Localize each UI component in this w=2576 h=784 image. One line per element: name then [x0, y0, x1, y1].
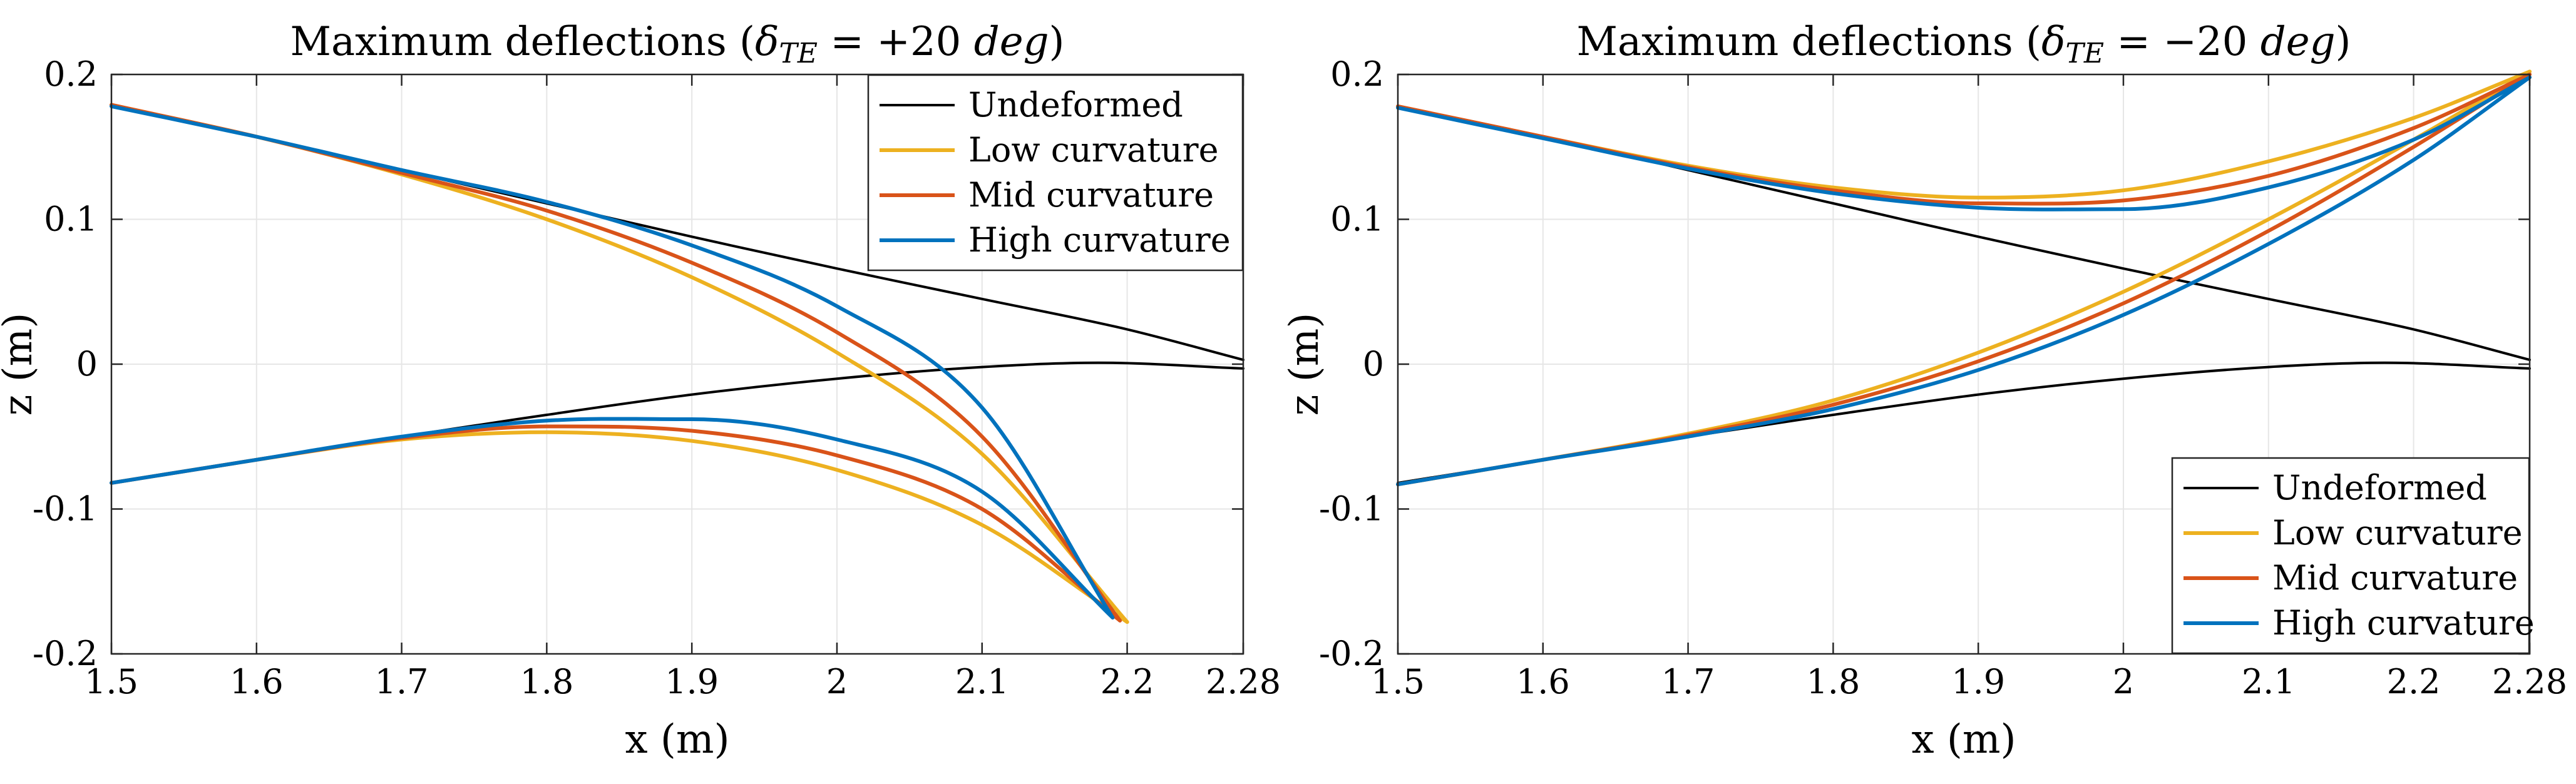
x-tick-label: 1.5 — [1371, 662, 1425, 701]
y-tick-label: 0.2 — [44, 54, 98, 94]
x-tick-label: 2.2 — [2387, 662, 2441, 701]
chart-title-title-prefix: Maximum deflections ( — [290, 19, 755, 65]
chart-title-title-math: δ — [755, 19, 779, 65]
y-tick-label: -0.2 — [1319, 634, 1384, 673]
y-axis-label: z (m) — [0, 313, 41, 416]
legend-label: Undeformed — [968, 85, 1183, 125]
x-tick-label: 2 — [2113, 662, 2134, 701]
y-tick-label: -0.2 — [33, 634, 98, 673]
legend-label: Low curvature — [968, 130, 1219, 170]
series-line-mid-curvature-lower — [110, 424, 1122, 623]
legend-box — [867, 74, 1244, 272]
series-line-high-curvature-upper — [110, 104, 1115, 620]
chart-panel-1: 1.5 1.6 1.7 1.8 1.9 2 2.1 2.2 2.28 0.2 0.1 0 -0.1 -0.… — [0, 19, 1281, 763]
x-axis-label: x (m) — [1911, 716, 2016, 763]
x-tick-label: 1.8 — [1806, 662, 1860, 701]
legend-label: High curvature — [968, 220, 1231, 260]
y-tick-label: 0 — [1363, 344, 1384, 384]
x-tick-label: 2.28 — [2492, 662, 2567, 701]
chart-title-title-prefix: Maximum deflections ( — [1576, 19, 2041, 65]
x-axis-label: x (m) — [625, 716, 729, 763]
x-tick-label: 2.1 — [2242, 662, 2296, 701]
chart-title-title-math: δ — [2041, 19, 2066, 65]
chart-title-title-unit: deg — [2260, 19, 2336, 65]
series-line-high-curvature-lower — [110, 417, 1115, 620]
y-tick-label: 0 — [76, 344, 98, 384]
y-axis-label: z (m) — [1281, 313, 1328, 416]
x-tick-label: 1.7 — [375, 662, 429, 701]
x-tick-label: 1.9 — [1951, 662, 2005, 701]
y-tick-label: 0.1 — [1330, 200, 1384, 239]
series-line-low-curvature-lower — [1396, 69, 2532, 487]
chart-title-title-suffix: ) — [2336, 19, 2351, 65]
legend: Undeformed Low curvature Mid curvature High… — [867, 74, 1244, 272]
chart-title-title-sub: TE — [2066, 38, 2104, 69]
x-tick-label: 1.6 — [1516, 662, 1570, 701]
legend-label: High curvature — [2272, 603, 2535, 643]
chart-title-title-eq: = +20 — [818, 19, 974, 65]
legend-label: Mid curvature — [968, 175, 1214, 215]
x-tick-label: 1.7 — [1661, 662, 1715, 701]
series-line-low-curvature-lower — [110, 430, 1129, 624]
x-tick-label: 1.8 — [520, 662, 573, 701]
chart-title: Maximum deflections (δTE = +20 deg) — [290, 19, 1064, 69]
chart-title: Maximum deflections (δTE = −20 deg) — [1576, 19, 2351, 69]
series-line-mid-curvature-upper — [1396, 73, 2532, 206]
chart-title-title-eq: = −20 — [2104, 19, 2260, 65]
x-tick-label: 1.6 — [230, 662, 284, 701]
x-tick-label: 2.2 — [1101, 662, 1154, 701]
x-tick-label: 1.5 — [85, 662, 138, 701]
chart-panel-2: 1.5 1.6 1.7 1.8 1.9 2 2.1 2.2 2.28 0.2 0.1 0 -0.1 -0.… — [1281, 19, 2567, 763]
series-line-high-curvature-lower — [1396, 75, 2532, 487]
y-tick-label: -0.1 — [1319, 489, 1384, 529]
legend-box — [2171, 457, 2530, 654]
x-tick-label: 2.28 — [1206, 662, 1281, 701]
x-tick-label: 2 — [826, 662, 848, 701]
y-tick-label: 0.1 — [44, 200, 98, 239]
legend-label: Low curvature — [2272, 513, 2523, 552]
x-tick-label: 1.9 — [665, 662, 719, 701]
y-tick-label: -0.1 — [33, 489, 98, 529]
series-line-undeformed-lower — [110, 361, 1244, 484]
series-line-high-curvature-upper — [1396, 75, 2532, 211]
x-tick-label: 2.1 — [955, 662, 1009, 701]
chart-title-title-suffix: ) — [1049, 19, 1065, 65]
chart-title-title-unit: deg — [974, 19, 1049, 65]
legend-label: Mid curvature — [2272, 558, 2518, 598]
chart-title-title-sub: TE — [779, 38, 818, 69]
legend: Undeformed Low curvature Mid curvature High… — [2171, 457, 2535, 654]
y-tick-label: 0.2 — [1330, 54, 1384, 94]
legend-label: Undeformed — [2272, 468, 2487, 507]
